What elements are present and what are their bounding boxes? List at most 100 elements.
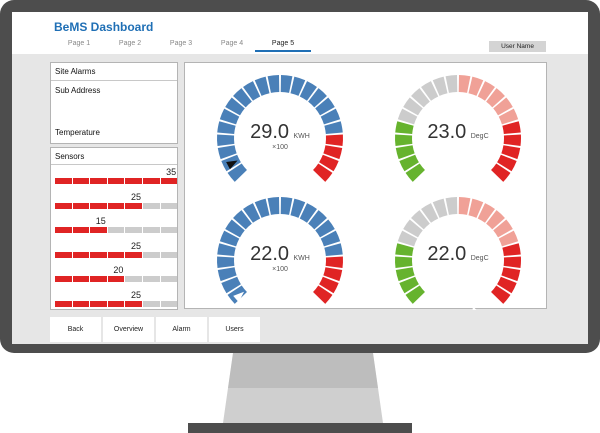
gauge-segment	[290, 198, 306, 218]
gauge-segment	[227, 163, 247, 182]
gauge-segment	[299, 203, 317, 223]
gauge-segment	[403, 219, 423, 238]
sensor-segment	[142, 276, 160, 282]
back-button[interactable]: Back	[50, 317, 101, 342]
sensor-segment	[55, 276, 72, 282]
header-bar: BeMS Dashboard Page 1 Page 2 Page 3 Page…	[12, 12, 588, 54]
gauge-segment	[395, 134, 413, 146]
tab-page-2[interactable]: Page 2	[118, 40, 142, 47]
sensor-segment	[125, 251, 142, 258]
sensor-row: 25	[55, 288, 178, 313]
gauge-segment	[477, 81, 495, 101]
gauge-segment	[280, 75, 293, 93]
gauge-segment	[501, 145, 521, 160]
sensor-value: 15	[95, 216, 106, 226]
gauge-segment	[421, 203, 439, 223]
gauge-pointer-icon	[226, 160, 238, 170]
gauge-segment	[225, 219, 245, 238]
sensor-segment	[160, 251, 178, 258]
screen: BeMS Dashboard Page 1 Page 2 Page 3 Page…	[12, 12, 588, 344]
sensor-segment	[160, 202, 178, 209]
tab-page-5[interactable]: Page 5	[255, 40, 311, 52]
sensor-segment	[90, 227, 107, 233]
tab-page-1[interactable]: Page 1	[67, 40, 91, 47]
overview-button[interactable]: Overview	[103, 317, 154, 342]
gauge-segment	[217, 134, 235, 146]
sensor-bar	[55, 178, 178, 184]
gauge-segment	[308, 88, 327, 108]
sensor-segment	[90, 276, 107, 282]
sensor-segment	[90, 202, 107, 209]
gauge-segment	[421, 81, 439, 101]
gauge-segment	[323, 145, 343, 160]
gauge-segment	[395, 145, 415, 160]
sensor-bar-list: 35 25 15 25 20 25	[55, 165, 178, 313]
gauges-svg	[217, 75, 521, 310]
sensor-segment	[125, 202, 142, 209]
gauge-4-value: 22.0	[427, 243, 467, 265]
gauge-segment	[491, 163, 511, 182]
gauge-segment	[458, 75, 471, 93]
user-name-button[interactable]: User Name	[489, 41, 546, 52]
gauge-segment	[308, 210, 327, 230]
temperature-label: Temperature	[55, 128, 100, 137]
gauge-segment	[325, 134, 343, 146]
gauge-2-unit: DegC	[470, 133, 489, 140]
gauge-segment	[411, 88, 430, 108]
gauge-pointer-icon	[431, 182, 440, 194]
sensor-segment	[125, 227, 142, 233]
sensor-value: 25	[130, 191, 141, 202]
sub-address-label: Sub Address	[55, 86, 101, 95]
sensor-value: 35	[166, 167, 177, 177]
sensor-segment	[125, 300, 142, 307]
sensor-segment	[72, 178, 90, 184]
site-alarms-divider	[51, 80, 177, 81]
gauge-segment	[405, 163, 425, 182]
gauge-segment	[503, 134, 521, 146]
sensors-divider	[51, 164, 177, 165]
gauge-segment	[254, 198, 270, 218]
gauge-segment	[399, 276, 419, 294]
gauge-4-readout: 22.0 DegC	[398, 243, 518, 266]
gauge-segment	[498, 230, 519, 247]
sensor-segment	[160, 276, 178, 282]
gauge-segment	[395, 121, 414, 134]
tab-page-3[interactable]: Page 3	[169, 40, 193, 47]
gauge-segment	[395, 256, 413, 268]
gauge-segment	[217, 121, 236, 134]
gauge-segment	[217, 145, 237, 160]
sensor-segment	[55, 251, 72, 258]
tab-page-4[interactable]: Page 4	[220, 40, 244, 47]
sensor-segment	[90, 251, 107, 258]
gauge-segment	[233, 88, 252, 108]
gauge-segment	[405, 285, 425, 304]
gauge-segment	[324, 121, 343, 134]
sensors-panel: Sensors 35 25 15 25 20 25	[50, 147, 178, 310]
gauge-segment	[280, 197, 293, 215]
gauge-segment	[323, 267, 343, 282]
gauge-1-value: 29.0	[250, 121, 290, 143]
gauge-segment	[243, 81, 261, 101]
gauge-segment	[313, 163, 333, 182]
gauge-segment	[497, 276, 517, 294]
sensor-segment	[142, 178, 160, 184]
gauge-segment	[299, 81, 317, 101]
sensor-value: 25	[130, 240, 141, 251]
sensor-bar	[55, 300, 178, 307]
sensor-segment	[142, 251, 160, 258]
sensor-value: 20	[113, 265, 124, 275]
alarm-button[interactable]: Alarm	[156, 317, 207, 342]
gauge-segment	[217, 267, 237, 282]
gauges-panel: 29.0 KWH ×100 23.0 DegC 22.0 KWH ×100 22…	[184, 62, 547, 310]
gauge-segment	[397, 108, 418, 125]
gauge-3-unit: KWH	[293, 255, 310, 262]
gauge-3-multiplier: ×100	[272, 266, 288, 273]
gauge-segment	[217, 256, 235, 268]
users-button[interactable]: Users	[209, 317, 260, 342]
gauge-segment	[324, 243, 343, 256]
gauge-segment	[319, 276, 339, 294]
sensor-row: 25	[55, 239, 178, 264]
gauge-segment	[493, 219, 513, 238]
sensors-title: Sensors	[55, 152, 85, 161]
gauge-segment	[403, 97, 423, 116]
